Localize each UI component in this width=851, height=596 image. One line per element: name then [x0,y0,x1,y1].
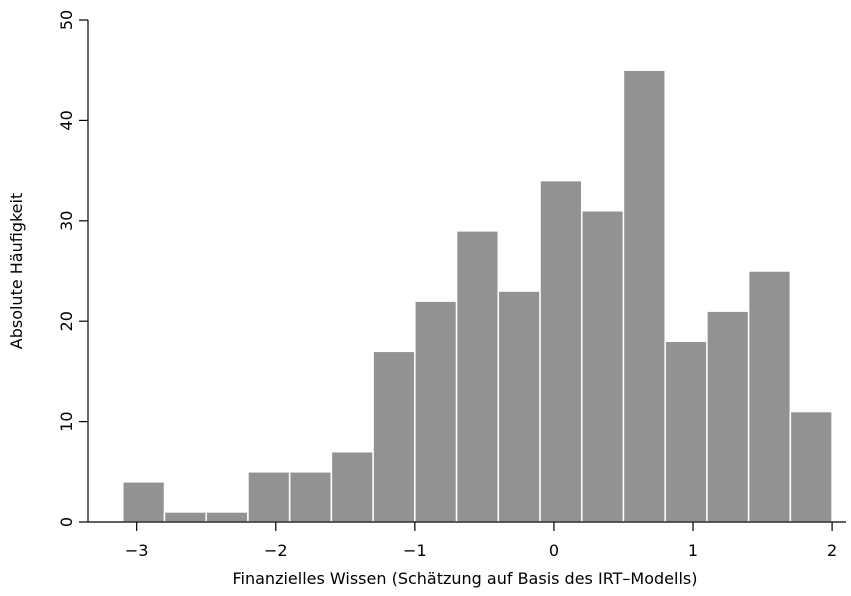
y-ticks-group: 0 10 20 30 40 50 [57,10,88,527]
x-tick-label: −2 [264,541,288,560]
y-tick-label: 10 [57,411,76,431]
y-tick-label: 50 [57,10,76,30]
y-tick-label: 20 [57,311,76,331]
histogram-bar-13 [664,340,708,523]
y-tick-label: 40 [57,110,76,130]
y-axis-title: Absolute Häufigkeit [7,193,26,349]
histogram-bar-2 [205,511,249,523]
histogram-bar-12 [622,69,666,523]
histogram-bar-0 [122,481,166,523]
y-tick-label: 30 [57,211,76,231]
histogram-bar-16 [789,410,833,523]
histogram-bar-10 [539,179,583,523]
x-ticks-group: −3 −2 −1 0 1 2 [125,522,837,560]
bars-group [122,69,833,523]
x-tick-label: −1 [403,541,427,560]
histogram-bar-8 [455,230,500,523]
x-tick-label: −3 [125,541,149,560]
histogram-bar-6 [372,350,416,523]
x-tick-label: 0 [549,541,559,560]
histogram-bar-7 [414,300,458,523]
histogram-bar-4 [288,471,333,523]
x-tick-label: 2 [827,541,837,560]
histogram-bar-15 [747,270,792,523]
histogram-bar-11 [580,210,625,523]
histogram-bar-3 [247,471,291,523]
histogram-bar-1 [163,511,207,523]
histogram-bar-5 [330,450,374,523]
x-tick-label: 1 [688,541,698,560]
histogram-bar-14 [706,310,750,523]
x-axis-title: Finanzielles Wissen (Schätzung auf Basis… [233,569,698,588]
y-tick-label: 0 [57,517,76,527]
histogram-bar-9 [497,290,541,523]
